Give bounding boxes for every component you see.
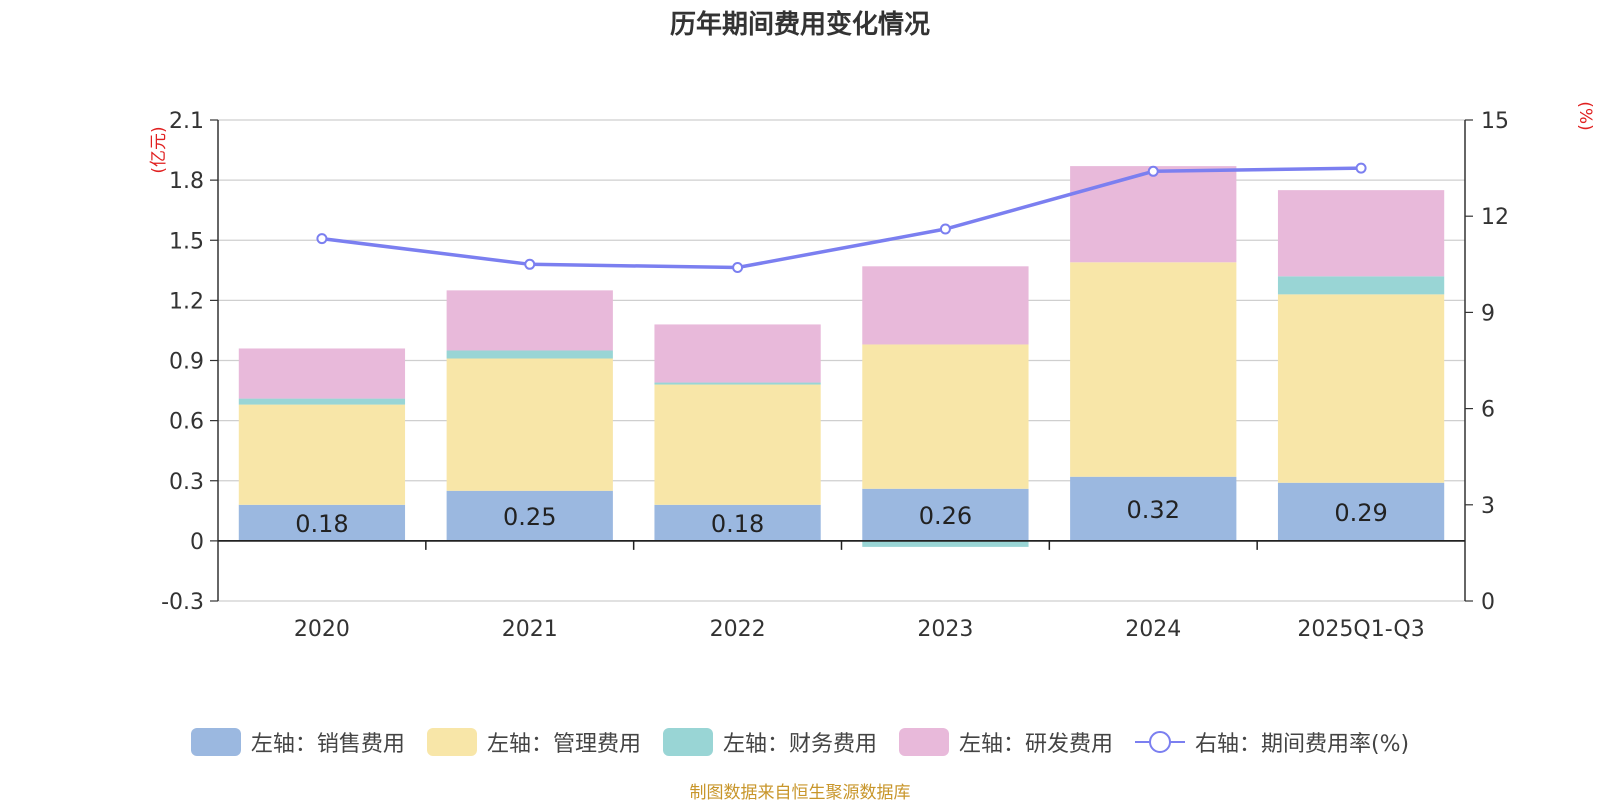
chart-title: 历年期间费用变化情况 (669, 10, 930, 40)
x-axis-category-label: 2025Q1-Q3 (1297, 617, 1424, 642)
legend-item-sales[interactable]: 左轴：销售费用 (190, 726, 405, 758)
bar-value-label: 0.25 (503, 503, 556, 531)
bar-rd (238, 348, 406, 399)
left-axis-unit-label: (亿元) (149, 126, 169, 173)
left-axis-tick-label: 2.1 (169, 109, 204, 134)
legend-item-rd[interactable]: 左轴：研发费用 (898, 726, 1113, 758)
data-source-note: 制图数据来自恒生聚源数据库 (689, 783, 911, 803)
legend-item-rate[interactable]: 右轴：期间费用率(%) (1134, 726, 1410, 758)
bar-value-label: 0.32 (1127, 496, 1180, 524)
bar-rd (1070, 166, 1237, 263)
rate-point (732, 262, 744, 274)
bar-sales (654, 504, 821, 541)
bar-finance (1277, 276, 1445, 295)
left-axis-tick-label: -0.3 (161, 590, 204, 615)
left-axis-tick-label: 1.8 (169, 169, 204, 194)
x-axis-category-label: 2023 (917, 617, 973, 642)
bar-sales (238, 504, 406, 541)
rate-point (316, 233, 328, 245)
legend-label-rd: 左轴：研发费用 (958, 732, 1113, 757)
rate-point (939, 223, 951, 235)
left-axis-tick-label: 0 (190, 530, 204, 555)
left-axis-tick-label: 0.3 (169, 470, 204, 495)
bar-sales (862, 488, 1029, 541)
bar-finance (862, 540, 1029, 547)
bar-sales (1277, 482, 1445, 541)
legend-label-finance: 左轴：财务费用 (722, 732, 877, 757)
right-axis-tick-label: 9 (1481, 301, 1495, 326)
legend-label-admin: 左轴：管理费用 (486, 732, 641, 757)
bar-value-label: 0.18 (295, 510, 348, 538)
bar-finance (446, 350, 613, 359)
legend-swatch-sales (190, 728, 241, 756)
bar-admin (1277, 294, 1445, 483)
bar-finance (654, 382, 821, 385)
legend-item-admin[interactable]: 左轴：管理费用 (426, 726, 641, 758)
x-axis-category-label: 2024 (1125, 617, 1181, 642)
rate-point (1147, 165, 1159, 177)
right-axis-tick-label: 15 (1481, 109, 1509, 134)
bar-admin (862, 344, 1029, 489)
legend-swatch-finance (662, 728, 713, 756)
x-axis-category-label: 2022 (710, 617, 766, 642)
right-axis-tick-label: 0 (1481, 590, 1495, 615)
bar-rd (1277, 190, 1445, 277)
right-axis-tick-label: 12 (1481, 205, 1509, 230)
bar-admin (238, 404, 406, 505)
left-axis-tick-label: 0.9 (169, 350, 204, 375)
rate-line (321, 166, 1362, 270)
bar-sales (446, 490, 613, 541)
legend-item-finance[interactable]: 左轴：财务费用 (662, 726, 877, 758)
bar-finance (238, 398, 406, 405)
legend: 左轴：销售费用 左轴：管理费用 左轴：财务费用 左轴：研发费用 右轴：期间费用率… (0, 720, 1600, 764)
bar-admin (1070, 262, 1237, 477)
right-axis-tick-label: 3 (1481, 494, 1495, 519)
rate-point (524, 258, 536, 270)
right-axis-unit-label: (%) (1575, 101, 1595, 130)
x-axis-category-label: 2021 (502, 617, 558, 642)
bar-value-label: 0.18 (711, 510, 764, 538)
legend-swatch-rd (898, 728, 949, 756)
bar-rd (862, 266, 1029, 345)
legend-label-rate: 右轴：期间费用率(%) (1194, 732, 1410, 757)
legend-line-rate-icon (1134, 728, 1185, 756)
left-axis-tick-label: 1.5 (169, 229, 204, 254)
rate-point (1355, 162, 1367, 174)
bar-value-label: 0.26 (919, 502, 972, 530)
left-axis-tick-label: 0.6 (169, 410, 204, 435)
bar-admin (654, 384, 821, 505)
legend-swatch-admin (426, 728, 477, 756)
bar-rd (654, 324, 821, 383)
left-axis-tick-label: 1.2 (169, 289, 204, 314)
bar-rd (446, 290, 613, 351)
x-axis-category-label: 2020 (294, 617, 350, 642)
bar-sales (1070, 476, 1237, 541)
bar-value-label: 0.29 (1334, 499, 1387, 527)
bar-admin (446, 358, 613, 491)
right-axis-tick-label: 6 (1481, 398, 1495, 423)
legend-label-sales: 左轴：销售费用 (250, 732, 405, 757)
